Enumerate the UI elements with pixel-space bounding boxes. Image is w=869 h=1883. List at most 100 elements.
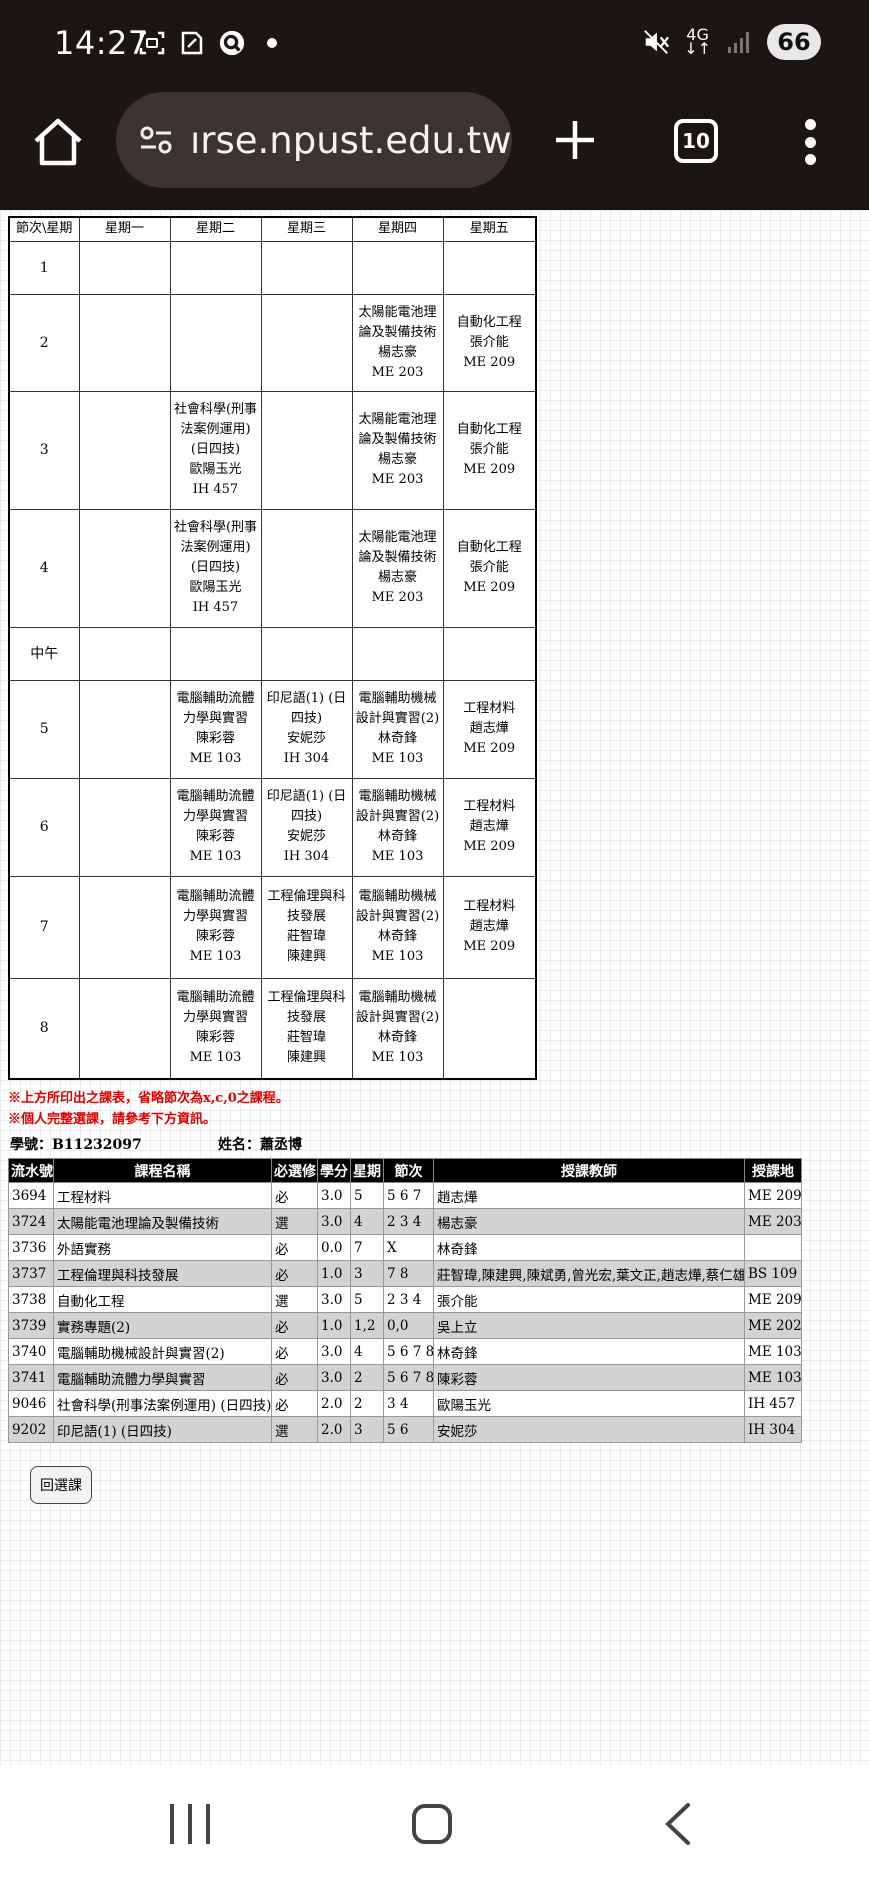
course-row: 3737 工程倫理與科技發展必 1.0 3 7 8 莊智瑋,陳建興,陳斌勇,曾光宏,葉文正… — [8, 1260, 802, 1287]
schedule-cell-text: ME 103 — [371, 949, 424, 964]
schedule-cell: 印尼語(1) (日 四技) 安妮莎 IH 304 — [260, 777, 353, 877]
course-cell: ME 209 — [744, 1182, 802, 1209]
schedule-cell-text: 安妮莎 — [286, 829, 326, 844]
period-label: 1 — [8, 240, 80, 295]
course-cell: IH 304 — [744, 1416, 802, 1443]
schedule-cell-text: ME 209 — [463, 741, 516, 756]
course-cell: 3 — [350, 1260, 384, 1287]
note-line: ※上方所印出之課表，省略節次為x,c,0之課程。 — [8, 1091, 289, 1106]
course-header: 流水號 — [8, 1158, 54, 1183]
schedule-cell-text: 張介能 — [469, 334, 509, 350]
schedule-cell-text: 楊志豪 — [377, 452, 417, 467]
course-cell: 3.0 — [317, 1338, 351, 1365]
schedule-header: 星期五 — [442, 216, 537, 242]
schedule-cell-text: ME 103 — [189, 751, 242, 766]
course-cell: 選 — [271, 1416, 318, 1443]
schedule-cell-text: ME 203 — [371, 472, 424, 487]
student-name: 姓名：蕭丞博 — [218, 1137, 302, 1153]
schedule-cell — [351, 626, 444, 681]
home-nav-icon[interactable] — [412, 1804, 452, 1844]
schedule-cell-text: 電腦輔助機械 — [358, 691, 437, 706]
course-cell: 3739 — [8, 1312, 54, 1339]
course-row: 3740 電腦輔助機械設計與實習(2) 必 3.0 4 5 6 7 8 林奇鋒 ME 103 — [8, 1338, 802, 1365]
schedule-cell: 電腦輔助機械 設計與實習(2) 林奇鋒 ME 103 — [351, 875, 444, 979]
schedule-cell-text: 太陽能電池理 — [358, 530, 437, 545]
schedule-cell-text: 陳彩蓉 — [195, 731, 235, 746]
course-cell: 必 — [271, 1312, 318, 1339]
schedule-cell: 自動化工程 張介能 ME 209 — [442, 390, 537, 510]
schedule-row: 8 電腦輔助流體 力學與實習 陳彩蓉 ME 103 工程倫理與科 技發展 莊智瑋 陳建興 電腦輔助… — [8, 977, 537, 1080]
notes-icon — [178, 29, 206, 57]
schedule-cell: 電腦輔助機械 設計與實習(2) 林奇鋒 ME 103 — [351, 977, 444, 1080]
schedule-cell-text: IH 304 — [283, 751, 330, 766]
course-cell: 楊志豪 — [433, 1208, 745, 1235]
course-cell: 3724 — [8, 1208, 54, 1235]
schedule-cell-text: ME 103 — [371, 751, 424, 766]
site-settings-icon[interactable] — [136, 120, 176, 160]
schedule-cell: 工程材料 趙志燁 ME 209 — [442, 875, 537, 979]
course-cell: 2.0 — [317, 1390, 351, 1417]
home-icon[interactable] — [30, 117, 86, 167]
course-cell: 電腦輔助機械設計與實習(2) — [53, 1338, 272, 1365]
schedule-cell-text: 歐陽玉光 — [189, 462, 242, 477]
schedule-cell — [442, 977, 537, 1080]
more-menu-icon[interactable] — [800, 119, 820, 165]
course-cell: 安妮莎 — [433, 1416, 745, 1443]
back-to-selection-button[interactable]: 回選課 — [30, 1466, 92, 1504]
student-info: 學號：B11232097 姓名：蕭丞博 — [10, 1134, 302, 1154]
course-row: 9202 印尼語(1) (日四技) 選 2.0 3 5 6 安妮莎 IH 304 — [8, 1416, 802, 1443]
schedule-cell — [78, 875, 171, 979]
course-cell: 4 — [350, 1338, 384, 1365]
schedule-cell-text: (日四技) — [190, 442, 241, 457]
schedule-row: 5 電腦輔助流體 力學與實習 陳彩蓉 ME 103 印尼語(1) (日 四技) 安妮莎 IH 3… — [8, 679, 537, 779]
course-cell: 1,2 — [350, 1312, 384, 1339]
schedule-row: 中午 — [8, 626, 537, 681]
schedule-cell-text: 自動化工程 — [456, 540, 522, 555]
schedule-cell-text: 印尼語(1) (日 — [266, 789, 347, 804]
course-cell: 吳上立 — [433, 1312, 745, 1339]
schedule-header: 星期四 — [351, 216, 444, 242]
schedule-cell-text: 設計與實習(2) — [355, 809, 440, 824]
course-row: 3739 實務專題(2) 必 1.0 1,2 0,0 吳上立 ME 202 — [8, 1312, 802, 1339]
course-cell: 4 — [350, 1208, 384, 1235]
schedule-cell-text: 張介能 — [469, 560, 509, 575]
schedule-cell-text: 工程材料 — [463, 701, 516, 716]
network-indicator: 4G ↓↑ — [684, 25, 711, 58]
schedule-cell — [78, 240, 171, 295]
schedule-cell — [78, 626, 171, 681]
period-label: 3 — [8, 390, 80, 510]
schedule-header: 星期二 — [169, 216, 262, 242]
schedule-cell: 太陽能電池理 論及製備技術 楊志豪 ME 203 — [351, 508, 444, 628]
course-cell: 0.0 — [317, 1234, 351, 1261]
course-row: 3738 自動化工程選 3.0 5 2 3 4 張介能 ME 209 — [8, 1286, 802, 1313]
course-cell — [744, 1234, 802, 1261]
schedule-cell-text: (日四技) — [190, 560, 241, 575]
course-cell: 必 — [271, 1234, 318, 1261]
schedule-cell: 自動化工程 張介能 ME 209 — [442, 508, 537, 628]
course-cell: 印尼語(1) (日四技) — [53, 1416, 272, 1443]
dot-icon — [258, 29, 286, 57]
address-bar[interactable]: ırse.npust.edu.tw — [116, 92, 512, 188]
schedule-cell-text: 安妮莎 — [286, 731, 326, 746]
recent-apps-icon[interactable] — [170, 1804, 210, 1844]
course-cell: IH 457 — [744, 1390, 802, 1417]
schedule-header: 星期一 — [78, 216, 171, 242]
tab-switcher-button[interactable]: 10 — [674, 119, 718, 163]
course-cell: 必 — [271, 1364, 318, 1391]
back-nav-icon[interactable] — [658, 1802, 698, 1846]
schedule-cell-text: 陳彩蓉 — [195, 829, 235, 844]
schedule-cell — [78, 679, 171, 779]
schedule-cell-text: 莊智瑋 — [286, 929, 326, 944]
schedule-cell-text: 設計與實習(2) — [355, 711, 440, 726]
schedule-cell — [78, 508, 171, 628]
schedule-cell-text: 陳建興 — [286, 1050, 326, 1066]
schedule-cell: 印尼語(1) (日 四技) 安妮莎 IH 304 — [260, 679, 353, 779]
course-cell: 2.0 — [317, 1416, 351, 1443]
schedule-cell — [442, 626, 537, 681]
schedule-cell — [260, 508, 353, 628]
course-cell: 1.0 — [317, 1312, 351, 1339]
schedule-cell-text: 趙志燁 — [469, 919, 509, 934]
browser-top-bar: 14:27 4G ↓↑ 66 ırse.npust.edu.tw — [0, 0, 869, 210]
course-cell: 2 — [350, 1390, 384, 1417]
new-tab-icon[interactable] — [552, 117, 598, 163]
